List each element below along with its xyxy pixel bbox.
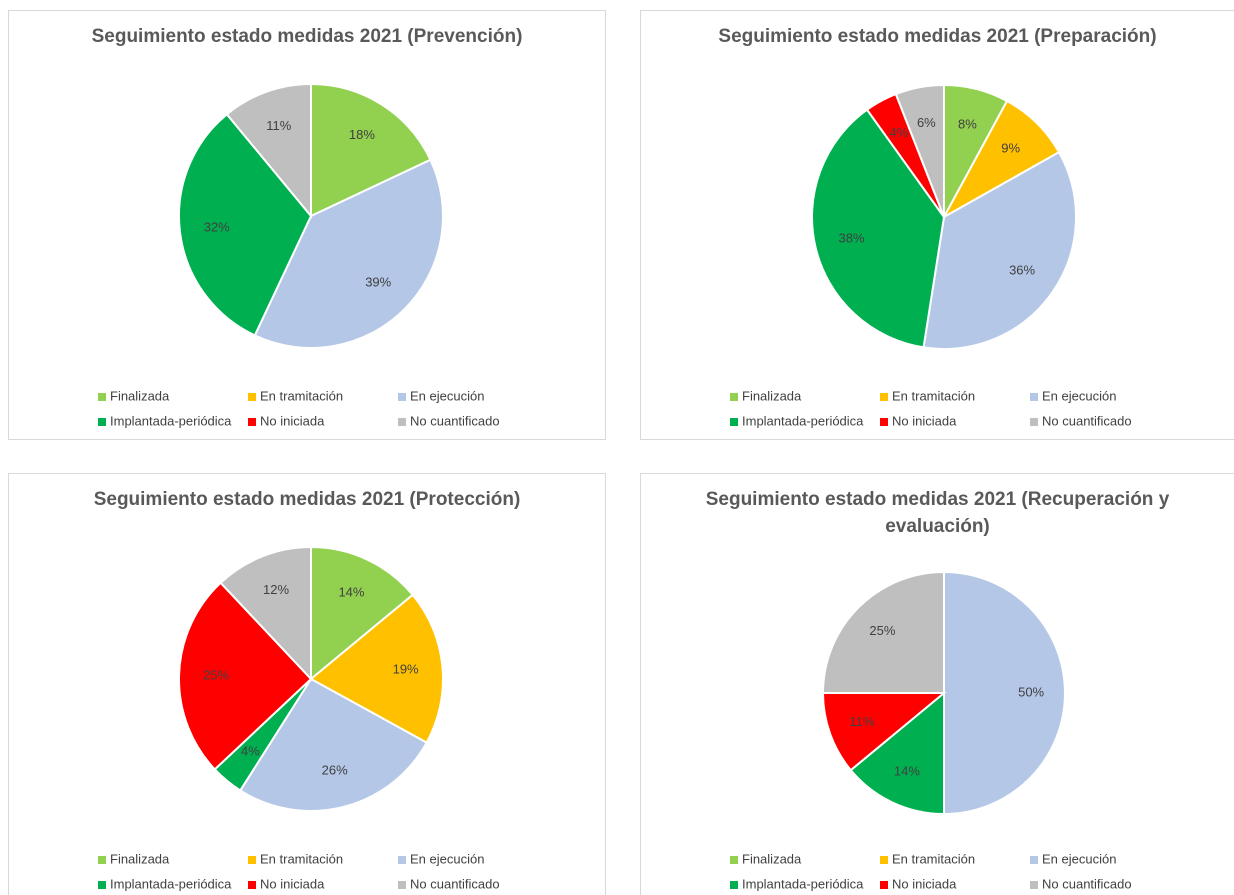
pie-slice [219, 545, 312, 682]
pie-slice [922, 150, 1077, 350]
data-label: 25% [869, 623, 895, 638]
legend-swatch [1030, 881, 1038, 889]
legend-swatch [880, 393, 888, 401]
pie-slice [178, 112, 313, 337]
data-label: 26% [322, 762, 348, 777]
legend-label: Finalizada [742, 851, 802, 866]
chart: 14% 19% 26% 4% 25% 12% Finalizada En tramitació… [98, 545, 500, 891]
legend-label: Implantada-periódica [110, 876, 232, 891]
legend-label: No iniciada [260, 876, 325, 891]
pie-slice [309, 593, 444, 744]
legend-label: Finalizada [110, 851, 170, 866]
chart-panel: 14% 19% 26% 4% 25% 12% Finalizada En tramitació… [8, 473, 606, 895]
legend-swatch [880, 881, 888, 889]
legend-swatch [98, 856, 106, 864]
pie-slice [849, 690, 945, 816]
legend-label: Implantada-periódica [110, 413, 232, 428]
legend-swatch [398, 393, 406, 401]
data-label: 8% [958, 116, 977, 131]
chart-title: Seguimiento estado medidas 2021 (Prepara… [718, 26, 1157, 47]
pie-slice [238, 677, 429, 812]
data-label: 39% [365, 275, 391, 290]
legend-label: En tramitación [260, 851, 343, 866]
pie-slice [225, 82, 312, 219]
chart-title: Seguimiento estado medidas 2021 (Recuper… [705, 489, 1170, 537]
pie-slice [253, 158, 444, 349]
data-label: 4% [241, 744, 260, 759]
legend-swatch [248, 418, 256, 426]
legend-swatch [98, 393, 106, 401]
legend-label: En tramitación [260, 388, 343, 403]
legend-swatch [1030, 418, 1038, 426]
chart-panel: 50% 14% 11% 25% Finalizada En tramitación En e… [640, 473, 1234, 895]
legend-swatch [398, 856, 406, 864]
chart: 18% 39% 32% 11% Finalizada En tramitación En e… [98, 82, 500, 428]
chart: 8% 9% 36% 38% 4% 6% Finalizada En tramitación En… [730, 83, 1132, 428]
legend-swatch [248, 881, 256, 889]
chart: 50% 14% 11% 25% Finalizada En tramitación En e… [730, 570, 1132, 891]
chart-panel: 18% 39% 32% 11% Finalizada En tramitación En e… [8, 10, 606, 440]
legend-swatch [1030, 393, 1038, 401]
data-label: 18% [349, 127, 375, 142]
data-label: 32% [204, 219, 230, 234]
data-label: 38% [839, 230, 865, 245]
legend-swatch [880, 418, 888, 426]
chart-title: Seguimiento estado medidas 2021 (Prevenc… [91, 26, 523, 47]
legend-swatch [248, 856, 256, 864]
legend-label: En tramitación [892, 851, 975, 866]
data-label: 19% [393, 661, 419, 676]
legend-label: No iniciada [892, 413, 957, 428]
legend-label: En ejecución [410, 851, 484, 866]
data-label: 14% [338, 584, 364, 599]
legend-label: No cuantificado [410, 413, 500, 428]
data-label: 11% [849, 714, 874, 729]
legend-label: En tramitación [892, 388, 975, 403]
legend-label: Finalizada [110, 388, 170, 403]
pie-slice [178, 581, 313, 771]
data-label: 11% [266, 118, 291, 133]
legend-swatch [730, 856, 738, 864]
legend-label: No cuantificado [1042, 413, 1132, 428]
legend-swatch [730, 418, 738, 426]
data-label: 25% [203, 667, 229, 682]
legend-swatch [98, 881, 106, 889]
legend-label: En ejecución [410, 388, 484, 403]
pie-slice [943, 570, 1066, 816]
data-label: 9% [1001, 141, 1020, 156]
pie-slice [811, 108, 946, 349]
legend-label: No cuantificado [410, 876, 500, 891]
data-label: 4% [889, 125, 908, 140]
pie-slice [821, 570, 945, 694]
chart-panel: 8% 9% 36% 38% 4% 6% Finalizada En tramitación En… [640, 10, 1234, 440]
data-label: 50% [1018, 684, 1044, 699]
legend-swatch [398, 418, 406, 426]
legend-label: No iniciada [892, 876, 957, 891]
pie-slice [894, 83, 945, 218]
legend-label: Implantada-periódica [742, 413, 864, 428]
legend-label: En ejecución [1042, 851, 1116, 866]
legend-label: Finalizada [742, 388, 802, 403]
legend-label: En ejecución [1042, 388, 1116, 403]
legend-swatch [880, 856, 888, 864]
legend-swatch [1030, 856, 1038, 864]
legend-swatch [730, 881, 738, 889]
data-label: 36% [1009, 263, 1035, 278]
legend-label: Implantada-periódica [742, 876, 864, 891]
legend-swatch [398, 881, 406, 889]
chart-title: Seguimiento estado medidas 2021 (Protecc… [93, 489, 521, 510]
legend-swatch [248, 393, 256, 401]
pie-slice [310, 82, 432, 218]
data-label: 12% [263, 582, 289, 597]
legend-label: No iniciada [260, 413, 325, 428]
data-label: 6% [917, 115, 936, 130]
pie-slice [310, 545, 415, 682]
legend-swatch [730, 393, 738, 401]
pie-slice [821, 692, 947, 772]
data-label: 14% [894, 763, 920, 778]
legend-swatch [98, 418, 106, 426]
legend-label: No cuantificado [1042, 876, 1132, 891]
